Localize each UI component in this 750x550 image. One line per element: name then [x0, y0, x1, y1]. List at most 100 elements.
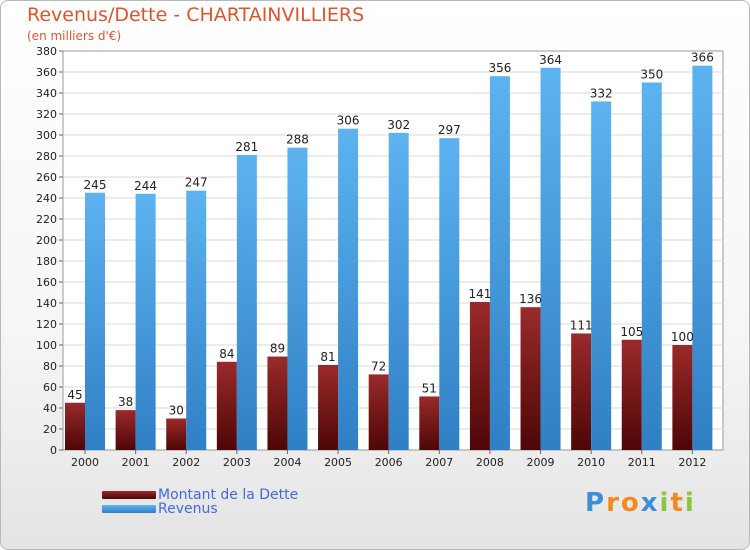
chart-subtitle: (en milliers d'€): [27, 29, 122, 43]
value-labels: 45 245 38 244 30 247 84 281 89 288 81 306 72 302 51 297…: [67, 51, 713, 418]
value-label: 100: [671, 330, 694, 344]
x-tick-label: 2004: [273, 456, 301, 469]
bar-dette: [65, 402, 85, 450]
value-label: 247: [185, 176, 208, 190]
bar-revenus: [489, 76, 510, 450]
bar-revenus: [236, 154, 257, 450]
bar-dette: [469, 301, 490, 450]
x-tick-label: 2010: [577, 456, 605, 469]
bar-revenus: [591, 101, 612, 451]
bar-revenus: [135, 193, 156, 451]
value-label: 364: [539, 53, 562, 67]
x-tick-label: 2011: [628, 456, 656, 469]
y-tick-label: 200: [36, 234, 57, 247]
proxiti-logo: Proxiti: [585, 488, 696, 518]
value-label: 105: [620, 325, 643, 339]
x-tick-label: 2009: [527, 456, 555, 469]
y-tick-label: 340: [36, 87, 57, 100]
bar-dette: [115, 410, 136, 450]
logo-letter: P: [585, 488, 607, 518]
bar-dette: [672, 345, 693, 450]
legend-swatch-dette: [102, 491, 156, 499]
logo-letter: i: [684, 488, 696, 518]
value-label: 89: [270, 342, 285, 356]
legend-item-dette: Montant de la Dette: [102, 487, 298, 503]
value-label: 38: [118, 395, 133, 409]
y-tick-label: 120: [36, 318, 57, 331]
value-label: 356: [488, 61, 511, 75]
x-tick-label: 2002: [172, 456, 200, 469]
bar-revenus: [85, 192, 105, 450]
value-label: 51: [422, 381, 437, 395]
x-tick-label: 2001: [122, 456, 150, 469]
legend-swatch-revenus: [102, 505, 156, 513]
value-label: 332: [590, 86, 613, 100]
x-tick-label: 2012: [678, 456, 706, 469]
value-label: 45: [67, 388, 82, 402]
value-label: 281: [235, 140, 258, 154]
bar-dette: [318, 364, 339, 450]
x-tick-label: 2005: [324, 456, 352, 469]
logo-letter: i: [659, 488, 671, 518]
x-tick-label: 2000: [71, 456, 99, 469]
bar-dette: [166, 418, 187, 450]
value-label: 302: [387, 118, 410, 132]
legend-label-dette: Montant de la Dette: [158, 487, 299, 503]
bar-dette: [571, 333, 592, 450]
value-label: 141: [468, 287, 491, 301]
y-tick-label: 180: [36, 255, 57, 268]
value-label: 84: [219, 347, 234, 361]
bar-dette: [216, 361, 237, 450]
bar-dette: [621, 339, 642, 450]
bar-revenus: [287, 147, 308, 450]
value-label: 136: [519, 292, 542, 306]
value-label: 72: [371, 359, 386, 373]
chart-title: Revenus/Dette - CHARTAINVILLIERS: [27, 4, 365, 26]
y-tick-label: 40: [43, 402, 57, 415]
value-label: 245: [84, 178, 107, 192]
value-label: 30: [169, 404, 184, 418]
y-tick-label: 220: [36, 213, 57, 226]
y-axis-ticks: 0 20 40 60 80 100 120 140 160 180 200 220 240 260 280 3…: [36, 45, 63, 457]
y-tick-label: 260: [36, 171, 57, 184]
y-tick-label: 100: [36, 339, 57, 352]
y-tick-label: 280: [36, 150, 57, 163]
y-tick-label: 140: [36, 297, 57, 310]
value-label: 244: [134, 179, 157, 193]
value-label: 297: [438, 123, 461, 137]
bar-dette: [267, 356, 288, 450]
bar-revenus: [641, 82, 662, 450]
value-label: 306: [337, 114, 360, 128]
logo-letter: o: [620, 488, 641, 518]
bar-revenus: [439, 138, 460, 450]
bar-revenus: [186, 190, 207, 450]
x-tick-label: 2007: [425, 456, 453, 469]
y-tick-label: 80: [43, 360, 57, 373]
y-tick-label: 300: [36, 129, 57, 142]
y-tick-label: 240: [36, 192, 57, 205]
bars: [65, 65, 713, 451]
y-tick-label: 0: [50, 444, 57, 457]
y-tick-label: 60: [43, 381, 57, 394]
bar-revenus: [388, 132, 409, 450]
bar-dette: [419, 396, 440, 450]
x-tick-label: 2003: [223, 456, 251, 469]
bar-revenus: [338, 128, 359, 450]
y-tick-label: 380: [36, 45, 57, 58]
value-label: 288: [286, 133, 309, 147]
value-label: 366: [691, 51, 714, 65]
x-tick-label: 2006: [375, 456, 403, 469]
y-tick-label: 360: [36, 66, 57, 79]
legend-label-revenus: Revenus: [158, 501, 218, 517]
bar-revenus: [540, 67, 561, 451]
logo-letter: t: [670, 488, 685, 518]
legend-item-revenus: Revenus: [102, 501, 218, 517]
y-tick-label: 20: [43, 423, 57, 436]
x-axis-ticks: 2000 2001 2002 2003 2004 2005 2006 2007 2008 2009…: [71, 450, 706, 469]
x-tick-label: 2008: [476, 456, 504, 469]
y-tick-label: 160: [36, 276, 57, 289]
bar-revenus: [692, 65, 713, 450]
y-tick-label: 320: [36, 108, 57, 121]
